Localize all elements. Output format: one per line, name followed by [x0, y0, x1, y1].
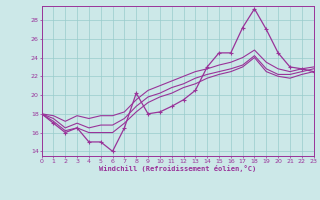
X-axis label: Windchill (Refroidissement éolien,°C): Windchill (Refroidissement éolien,°C) [99, 165, 256, 172]
